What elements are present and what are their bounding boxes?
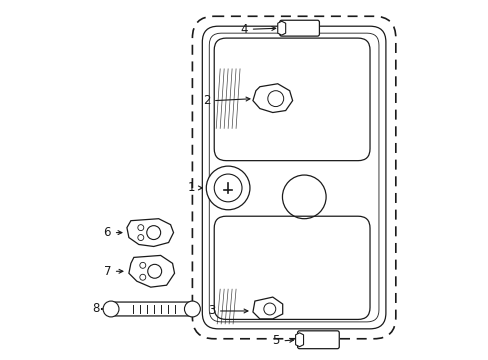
Text: 4: 4 xyxy=(240,23,247,36)
Circle shape xyxy=(140,262,145,268)
Text: 3: 3 xyxy=(207,305,215,318)
Text: 7: 7 xyxy=(103,265,111,278)
Circle shape xyxy=(138,235,143,240)
Circle shape xyxy=(103,301,119,317)
Polygon shape xyxy=(295,333,303,347)
Text: 2: 2 xyxy=(203,94,210,107)
Text: 5: 5 xyxy=(272,334,279,347)
Circle shape xyxy=(138,225,143,231)
Circle shape xyxy=(214,174,242,202)
FancyBboxPatch shape xyxy=(297,331,339,349)
Circle shape xyxy=(146,226,161,239)
FancyBboxPatch shape xyxy=(109,302,194,316)
Polygon shape xyxy=(277,21,285,35)
Circle shape xyxy=(147,264,162,278)
FancyBboxPatch shape xyxy=(279,20,319,36)
Circle shape xyxy=(206,166,249,210)
Text: 8: 8 xyxy=(92,302,99,315)
Circle shape xyxy=(140,274,145,280)
FancyBboxPatch shape xyxy=(192,16,395,339)
Text: 1: 1 xyxy=(187,181,195,194)
Circle shape xyxy=(184,301,200,317)
Text: 6: 6 xyxy=(103,226,111,239)
